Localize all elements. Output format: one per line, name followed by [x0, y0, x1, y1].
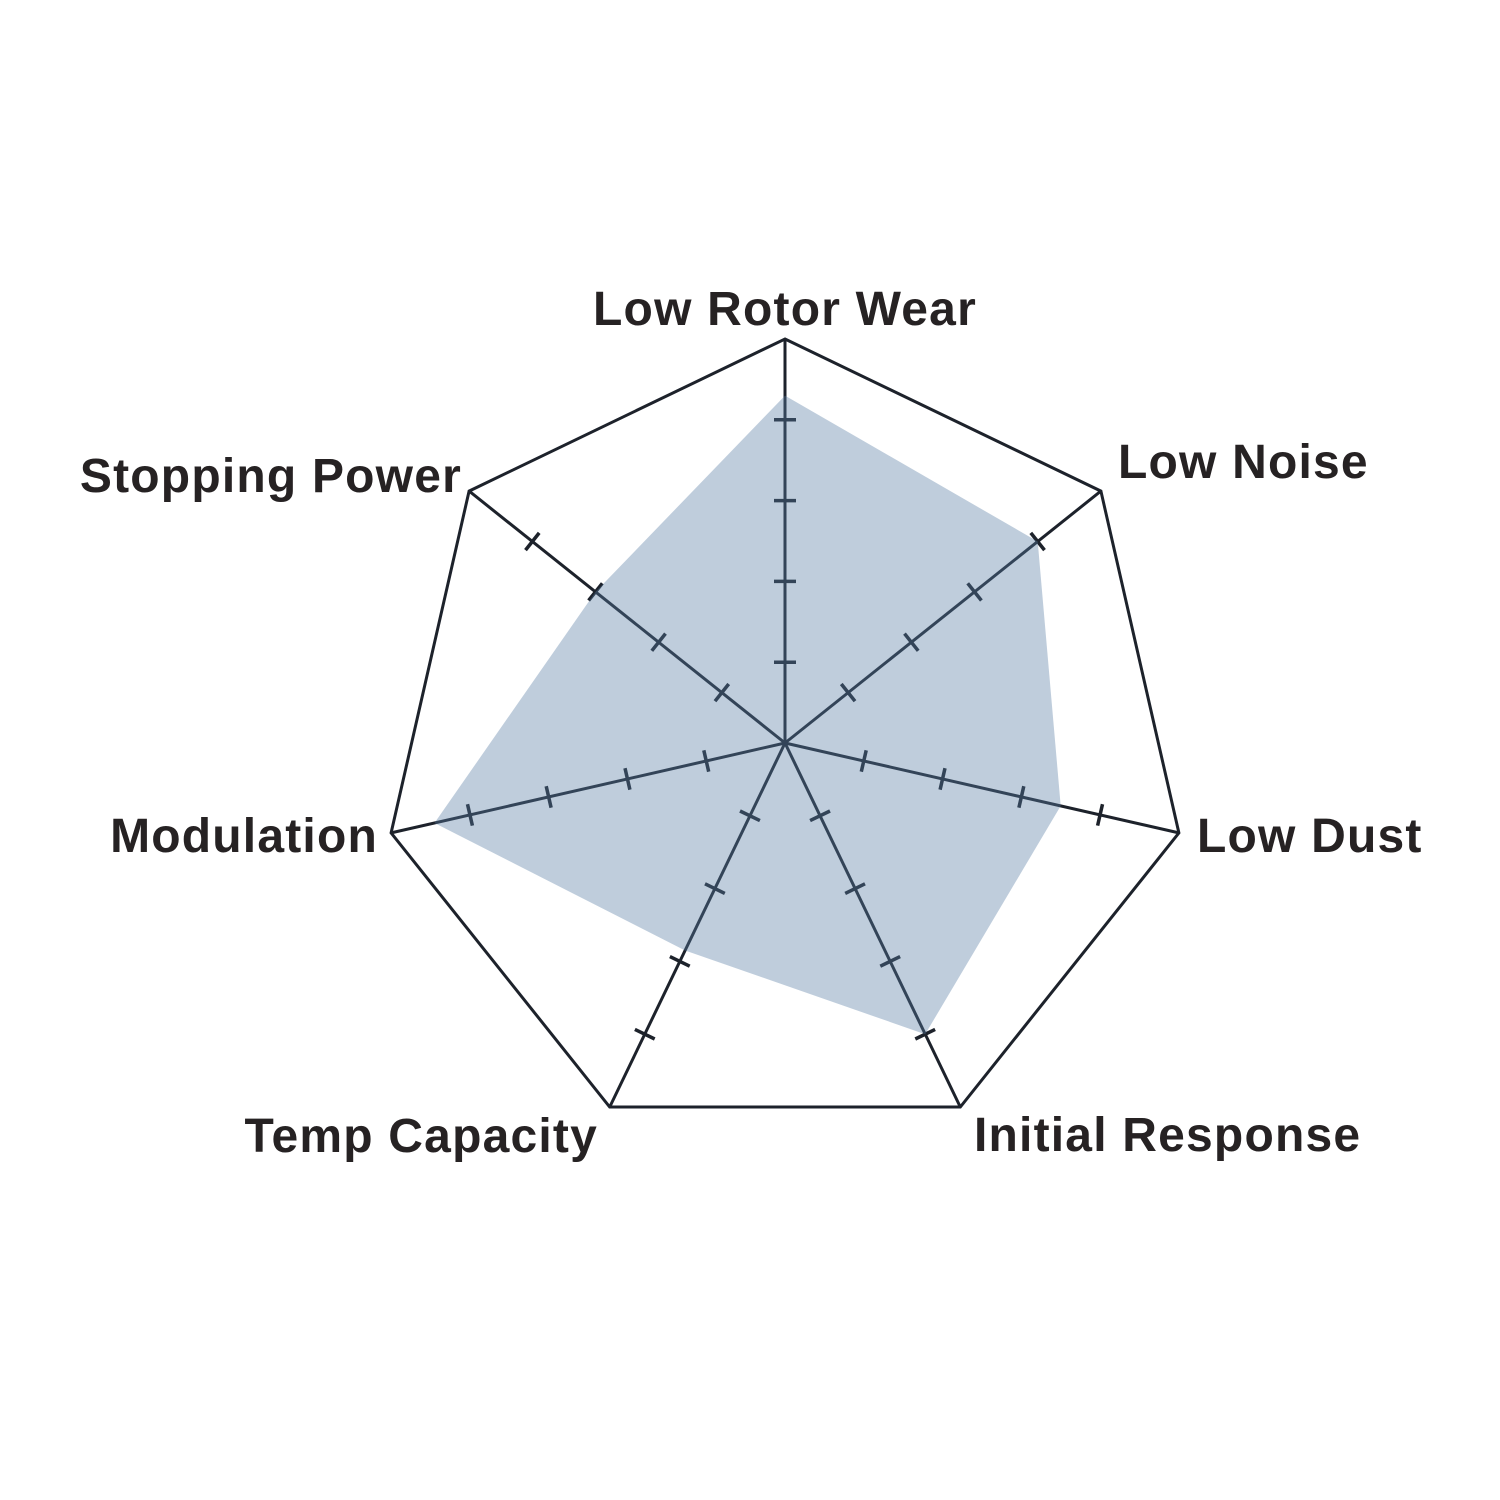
- radar-ticks: [465, 418, 1105, 1041]
- radar-tick-modulation-2: [623, 767, 632, 791]
- axis-label-stopping-power: Stopping Power: [80, 450, 462, 503]
- radar-tick-temp-capacity-4: [634, 1027, 656, 1041]
- radar-tick-temp-capacity-3: [669, 955, 691, 968]
- radar-tick-low-dust-1: [859, 749, 868, 773]
- radar-tick-low-dust-2: [938, 767, 947, 791]
- radar-tick-initial-response-4: [914, 1027, 936, 1041]
- radar-tick-modulation-4: [465, 803, 475, 826]
- radar-tick-temp-capacity-1: [739, 809, 761, 823]
- axis-label-low-dust: Low Dust: [1197, 810, 1423, 863]
- radar-axis-labels: Low Rotor Wear Low Noise Low Dust Initial R…: [80, 283, 1423, 1163]
- radar-tick-low-noise-3: [966, 582, 983, 602]
- radar-tick-modulation-3: [544, 785, 553, 809]
- radar-tick-stopping-power-2: [650, 632, 667, 652]
- radar-spoke-modulation: [390, 741, 786, 835]
- axis-label-low-rotor-wear: Low Rotor Wear: [593, 283, 977, 336]
- radar-data-polygon: [434, 395, 1061, 1035]
- axis-label-low-noise: Low Noise: [1118, 436, 1369, 489]
- radar-spoke-stopping-power: [468, 489, 786, 745]
- radar-tick-temp-capacity-2: [704, 882, 726, 895]
- axis-label-initial-response: Initial Response: [974, 1109, 1361, 1162]
- radar-spoke-initial-response: [783, 742, 962, 1108]
- radar-tick-stopping-power-3: [587, 582, 604, 602]
- radar-tick-low-dust-4: [1095, 803, 1105, 826]
- radar-series: [434, 395, 1061, 1035]
- radar-outline-polygon: [389, 337, 1181, 1109]
- axis-label-temp-capacity: Temp Capacity: [245, 1110, 598, 1163]
- radar-spoke-temp-capacity: [608, 742, 787, 1108]
- radar-spoke-low-dust: [784, 741, 1180, 835]
- radar-tick-low-noise-2: [903, 632, 920, 652]
- radar-tick-initial-response-2: [844, 882, 866, 895]
- radar-tick-low-noise-4: [1029, 531, 1046, 552]
- radar-spoke-low-noise: [784, 489, 1102, 745]
- axis-label-modulation: Modulation: [110, 810, 378, 863]
- radar-outline: [389, 337, 1181, 1109]
- radar-tick-stopping-power-1: [713, 682, 731, 703]
- radar-spokes: [390, 339, 1180, 1108]
- radar-tick-low-noise-1: [839, 682, 857, 703]
- radar-tick-modulation-1: [702, 749, 711, 773]
- radar-tick-low-dust-3: [1017, 785, 1026, 809]
- radar-tick-initial-response-3: [879, 955, 901, 968]
- radar-tick-initial-response-1: [809, 809, 831, 823]
- radar-tick-stopping-power-4: [524, 531, 541, 552]
